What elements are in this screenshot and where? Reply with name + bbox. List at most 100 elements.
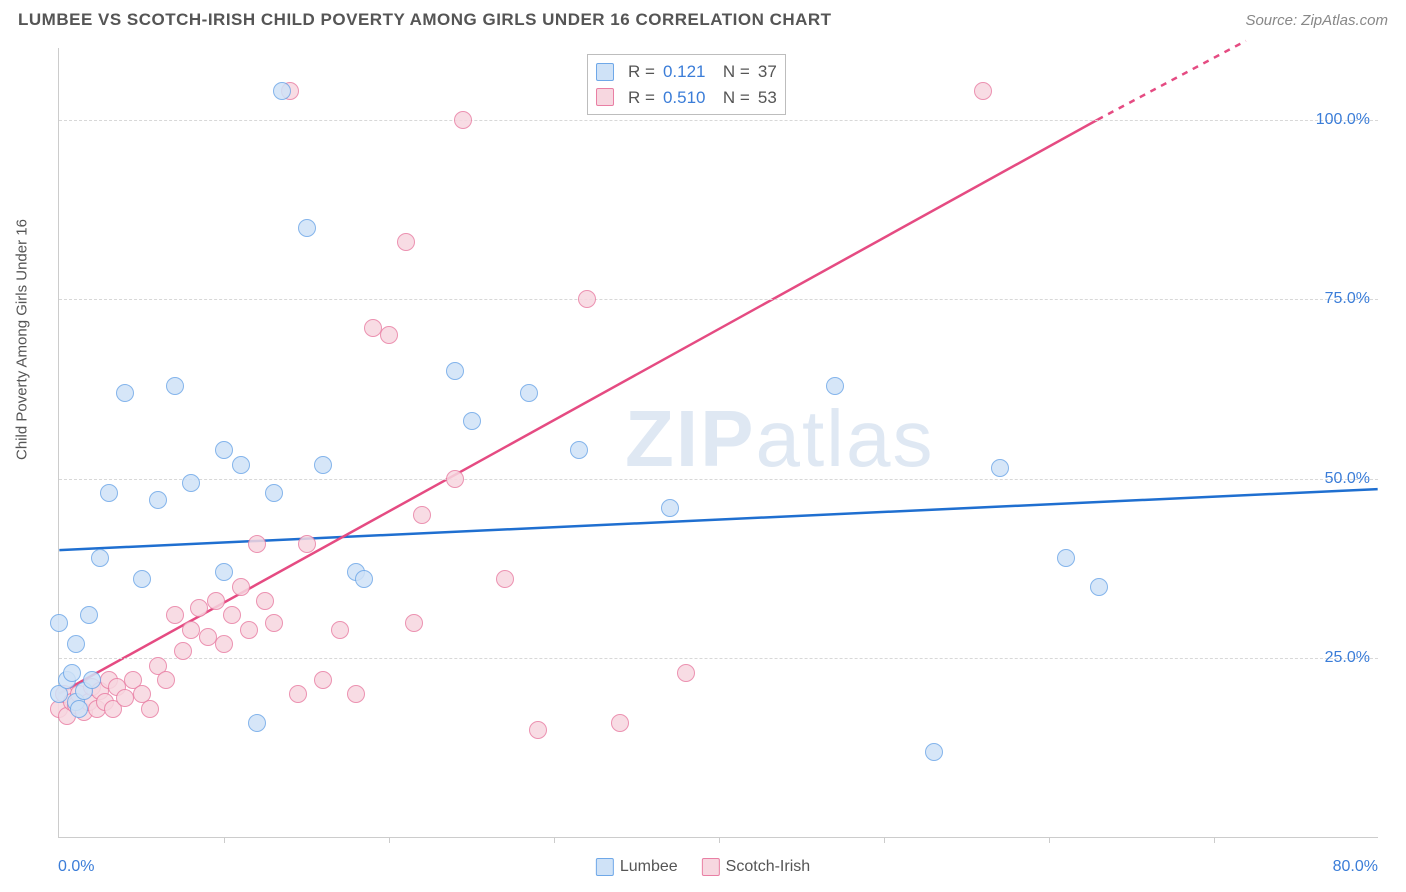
legend-label-lumbee: Lumbee <box>620 858 678 876</box>
data-point <box>67 635 85 653</box>
x-tick <box>884 837 885 843</box>
data-point <box>380 326 398 344</box>
data-point <box>207 592 225 610</box>
data-point <box>199 628 217 646</box>
x-tick <box>1049 837 1050 843</box>
data-point <box>80 606 98 624</box>
y-tick-label: 100.0% <box>1316 111 1370 129</box>
data-point <box>116 384 134 402</box>
x-tick <box>224 837 225 843</box>
x-axis-min-label: 0.0% <box>58 858 94 876</box>
data-point <box>273 82 291 100</box>
gridline <box>59 479 1378 480</box>
data-point <box>256 592 274 610</box>
data-point <box>265 614 283 632</box>
data-point <box>215 635 233 653</box>
data-point <box>91 549 109 567</box>
n-value-lumbee: 37 <box>758 59 777 85</box>
data-point <box>166 377 184 395</box>
legend-item-lumbee: Lumbee <box>596 858 678 876</box>
data-point <box>157 671 175 689</box>
y-tick-label: 50.0% <box>1325 470 1370 488</box>
swatch-scotch-irish <box>596 88 614 106</box>
data-point <box>248 714 266 732</box>
data-point <box>611 714 629 732</box>
plot-area: ZIPatlas R = 0.121 N = 37 R = 0.510 N = … <box>58 48 1378 838</box>
data-point <box>63 664 81 682</box>
x-axis-max-label: 80.0% <box>1333 858 1378 876</box>
data-point <box>463 412 481 430</box>
data-point <box>405 614 423 632</box>
data-point <box>232 456 250 474</box>
data-point <box>116 689 134 707</box>
data-point <box>355 570 373 588</box>
stats-row-lumbee: R = 0.121 N = 37 <box>596 59 777 85</box>
swatch-lumbee <box>596 63 614 81</box>
data-point <box>166 606 184 624</box>
r-value-scotch-irish: 0.510 <box>663 85 706 111</box>
data-point <box>182 621 200 639</box>
data-point <box>232 578 250 596</box>
data-point <box>446 362 464 380</box>
legend-label-scotch-irish: Scotch-Irish <box>726 858 810 876</box>
data-point <box>446 470 464 488</box>
data-point <box>83 671 101 689</box>
data-point <box>578 290 596 308</box>
data-point <box>1090 578 1108 596</box>
stats-legend-box: R = 0.121 N = 37 R = 0.510 N = 53 <box>587 54 786 115</box>
data-point <box>223 606 241 624</box>
data-point <box>265 484 283 502</box>
n-value-scotch-irish: 53 <box>758 85 777 111</box>
chart-container: Child Poverty Among Girls Under 16 ZIPat… <box>18 38 1388 882</box>
data-point <box>314 456 332 474</box>
data-point <box>925 743 943 761</box>
data-point <box>454 111 472 129</box>
data-point <box>190 599 208 617</box>
chart-header: LUMBEE VS SCOTCH-IRISH CHILD POVERTY AMO… <box>0 0 1406 38</box>
data-point <box>100 484 118 502</box>
x-tick <box>1214 837 1215 843</box>
data-point <box>826 377 844 395</box>
data-point <box>570 441 588 459</box>
data-point <box>520 384 538 402</box>
data-point <box>182 474 200 492</box>
y-tick-label: 75.0% <box>1325 290 1370 308</box>
data-point <box>70 700 88 718</box>
gridline <box>59 120 1378 121</box>
data-point <box>496 570 514 588</box>
y-axis-label: Child Poverty Among Girls Under 16 <box>14 219 31 460</box>
gridline <box>59 299 1378 300</box>
stats-row-scotch-irish: R = 0.510 N = 53 <box>596 85 777 111</box>
data-point <box>314 671 332 689</box>
data-point <box>364 319 382 337</box>
chart-source: Source: ZipAtlas.com <box>1245 12 1388 29</box>
data-point <box>289 685 307 703</box>
data-point <box>298 535 316 553</box>
data-point <box>149 491 167 509</box>
data-point <box>248 535 266 553</box>
data-point <box>240 621 258 639</box>
legend-swatch-lumbee <box>596 858 614 876</box>
r-value-lumbee: 0.121 <box>663 59 706 85</box>
gridline <box>59 658 1378 659</box>
data-point <box>661 499 679 517</box>
trend-line <box>1098 41 1246 120</box>
data-point <box>529 721 547 739</box>
x-tick <box>719 837 720 843</box>
data-point <box>215 441 233 459</box>
data-point <box>133 570 151 588</box>
data-point <box>1057 549 1075 567</box>
x-tick <box>554 837 555 843</box>
data-point <box>974 82 992 100</box>
legend-swatch-scotch-irish <box>702 858 720 876</box>
data-point <box>413 506 431 524</box>
bottom-legend: Lumbee Scotch-Irish <box>596 858 810 876</box>
x-tick <box>389 837 390 843</box>
y-tick-label: 25.0% <box>1325 649 1370 667</box>
data-point <box>298 219 316 237</box>
data-point <box>397 233 415 251</box>
legend-item-scotch-irish: Scotch-Irish <box>702 858 810 876</box>
data-point <box>141 700 159 718</box>
chart-title: LUMBEE VS SCOTCH-IRISH CHILD POVERTY AMO… <box>18 10 832 30</box>
data-point <box>331 621 349 639</box>
